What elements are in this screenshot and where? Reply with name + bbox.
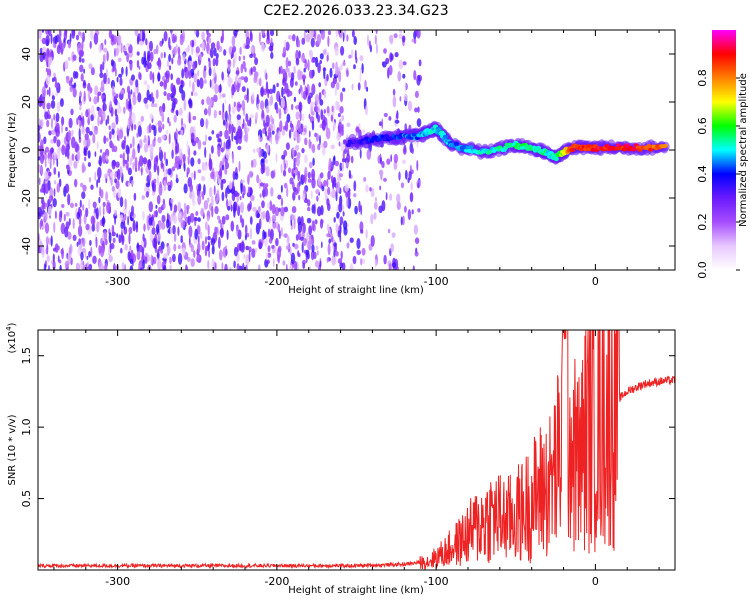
spectrogram-xlabel: Height of straight line (km): [288, 285, 424, 296]
snr-series-line: [38, 330, 675, 570]
x-tick-label: -100: [424, 275, 449, 288]
y-tick-label: 1.0: [20, 418, 33, 436]
signal-point: [468, 145, 474, 150]
chart-title: C2E2.2026.033.23.34.G23: [263, 3, 448, 19]
signal-point: [648, 147, 654, 152]
signal-point: [345, 143, 352, 147]
colorbar: 0.0 0.2 0.4 0.6 0.8 Normalized spectral ampl…: [696, 30, 749, 279]
snr-frame: [37, 329, 676, 571]
y-tick-label: 20: [20, 95, 33, 109]
signal-track: [344, 120, 670, 165]
signal-point: [411, 132, 417, 137]
x-tick-label: -100: [424, 575, 449, 588]
snr-xlabel: Height of straight line (km): [288, 585, 424, 596]
x-tick-label: -300: [105, 275, 130, 288]
y-tick-label: 0.5: [20, 490, 33, 508]
spectrogram-ylabel: Frequency (Hz): [7, 112, 18, 188]
signal-point: [553, 157, 559, 162]
x-tick-label: -200: [264, 275, 289, 288]
y-tick-label: 0: [20, 147, 33, 154]
colorbar-tick-label: 0.8: [696, 69, 709, 87]
snr-scale-label: (x104): [5, 322, 18, 353]
snr-ylabel: SNR (10 * v/v): [7, 414, 18, 485]
signal-point: [624, 143, 630, 148]
snr-axes: 0.5 1.0 1.5 -300 -200 -100 0: [20, 330, 675, 588]
signal-point: [536, 145, 542, 150]
x-tick-label: 0: [592, 275, 599, 288]
signal-point: [453, 141, 459, 146]
colorbar-tick-label: 0.0: [696, 261, 709, 279]
spectrogram-noise: [38, 30, 422, 270]
y-tick-label: -40: [20, 237, 33, 255]
colorbar-label: Normalized spectral amplitude: [738, 73, 749, 227]
y-tick-label: 40: [20, 47, 33, 61]
x-tick-label: 0: [592, 575, 599, 588]
signal-point: [662, 143, 668, 148]
colorbar-gradient: [712, 30, 736, 270]
y-tick-label: 1.5: [20, 347, 33, 365]
snr-panel: 0.5 1.0 1.5 -300 -200 -100 0 Height of straigh…: [5, 322, 676, 596]
signal-point: [570, 147, 576, 152]
x-tick-label: -200: [264, 575, 289, 588]
signal-point: [442, 134, 449, 139]
signal-point: [382, 137, 388, 142]
signal-point: [376, 137, 382, 142]
y-tick-label: -20: [20, 189, 33, 207]
colorbar-ticks: 0.0 0.2 0.4 0.6 0.8: [696, 69, 740, 279]
spectrogram-heatmap: [38, 30, 670, 270]
snr-plot-area: [38, 330, 675, 570]
x-tick-label: -300: [105, 575, 130, 588]
signal-point: [621, 147, 627, 152]
colorbar-tick-label: 0.2: [696, 213, 709, 231]
colorbar-tick-label: 0.4: [696, 165, 709, 183]
signal-point: [604, 144, 610, 148]
colorbar-tick-label: 0.6: [696, 117, 709, 135]
